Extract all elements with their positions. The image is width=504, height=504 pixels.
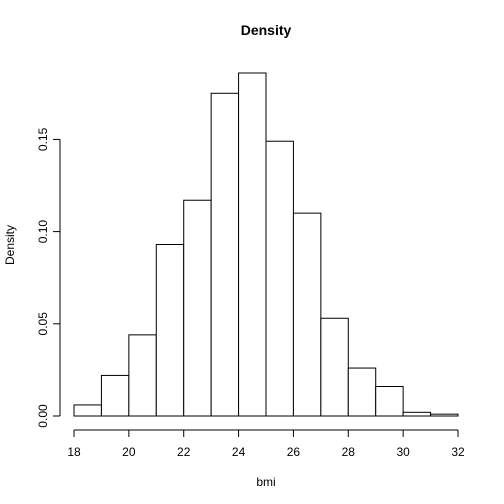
x-tick-label-4: 26 [287, 445, 301, 459]
bars-group [74, 73, 458, 416]
histogram-bar-3 [156, 245, 183, 417]
histogram-bar-10 [348, 368, 375, 416]
x-tick-label-1: 20 [122, 445, 136, 459]
x-tick-label-0: 18 [67, 445, 81, 459]
histogram-bar-13 [431, 414, 458, 416]
histogram-bar-11 [376, 386, 403, 416]
x-tick-label-6: 30 [396, 445, 410, 459]
y-tick-label-2: 0.10 [36, 220, 50, 244]
histogram-bar-1 [101, 375, 128, 416]
histogram-bar-6 [239, 73, 266, 416]
x-axis: 18 20 22 24 26 28 30 32 [67, 430, 465, 459]
histogram-bar-4 [184, 200, 211, 416]
y-axis-label: Density [3, 225, 17, 265]
chart-title: Density [241, 22, 292, 38]
x-tick-label-3: 24 [232, 445, 246, 459]
y-axis: 0.00 0.05 0.10 0.15 [36, 127, 60, 427]
x-tick-label-5: 28 [342, 445, 356, 459]
y-tick-label-0: 0.00 [36, 404, 50, 428]
histogram-bar-8 [293, 213, 320, 416]
y-tick-label-1: 0.05 [36, 312, 50, 336]
histogram-bar-2 [129, 335, 156, 416]
y-tick-label-3: 0.15 [36, 127, 50, 151]
histogram-bar-9 [321, 318, 348, 416]
histogram-bar-5 [211, 93, 238, 416]
histogram-bar-12 [403, 412, 430, 416]
x-axis-label: bmi [256, 475, 275, 489]
histogram-bar-7 [266, 141, 293, 416]
x-tick-label-7: 32 [451, 445, 465, 459]
histogram-bar-0 [74, 405, 101, 416]
x-tick-label-2: 22 [177, 445, 191, 459]
